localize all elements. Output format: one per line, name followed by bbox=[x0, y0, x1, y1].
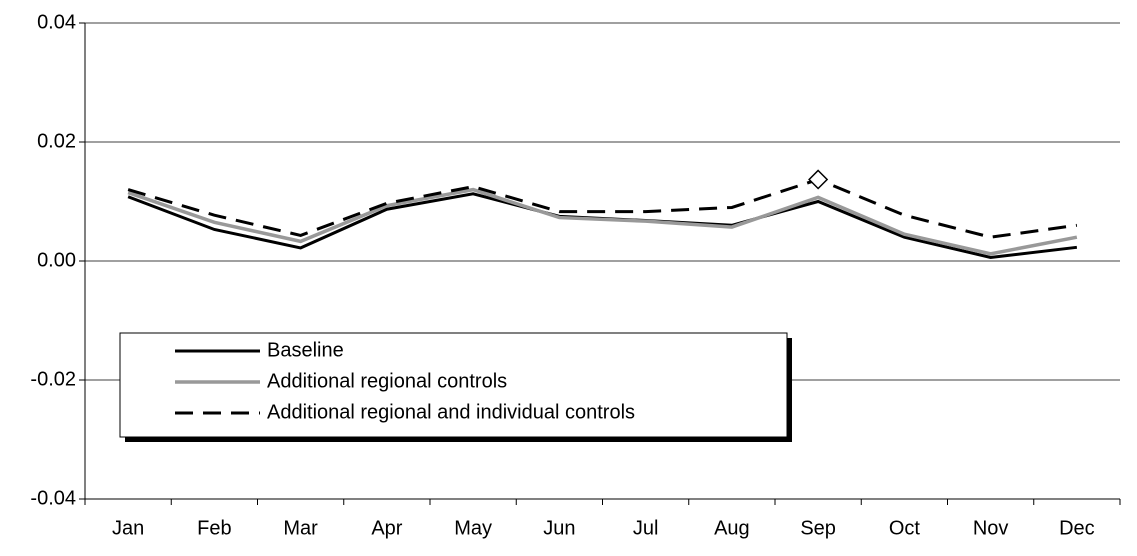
y-tick-label: 0.04 bbox=[37, 11, 76, 33]
point-marker bbox=[808, 169, 829, 190]
x-tick-label: Jul bbox=[633, 517, 659, 539]
x-tick-label: Sep bbox=[800, 517, 836, 539]
series-line bbox=[127, 187, 1078, 256]
x-tick-label: Nov bbox=[973, 517, 1009, 539]
x-tick-label: Feb bbox=[197, 517, 231, 539]
x-tick-label: Dec bbox=[1059, 517, 1095, 539]
x-tick-label: Jan bbox=[112, 517, 144, 539]
x-tick-label: Apr bbox=[371, 517, 402, 539]
x-tick-label: Oct bbox=[889, 517, 921, 539]
y-tick-label: 0.02 bbox=[37, 130, 76, 152]
x-tick-label: Mar bbox=[283, 517, 318, 539]
y-tick-label: -0.04 bbox=[30, 487, 76, 509]
x-tick-label: Jun bbox=[543, 517, 575, 539]
legend-label: Additional regional controls bbox=[267, 370, 507, 392]
series-line bbox=[127, 192, 1078, 259]
y-tick-label: -0.02 bbox=[30, 368, 76, 390]
legend-label: Baseline bbox=[267, 339, 344, 361]
x-tick-label: May bbox=[454, 517, 492, 539]
x-tick-label: Aug bbox=[714, 517, 750, 539]
y-tick-label: 0.00 bbox=[37, 249, 76, 271]
series-line bbox=[127, 177, 1078, 239]
legend-label: Additional regional and individual contr… bbox=[267, 401, 635, 423]
